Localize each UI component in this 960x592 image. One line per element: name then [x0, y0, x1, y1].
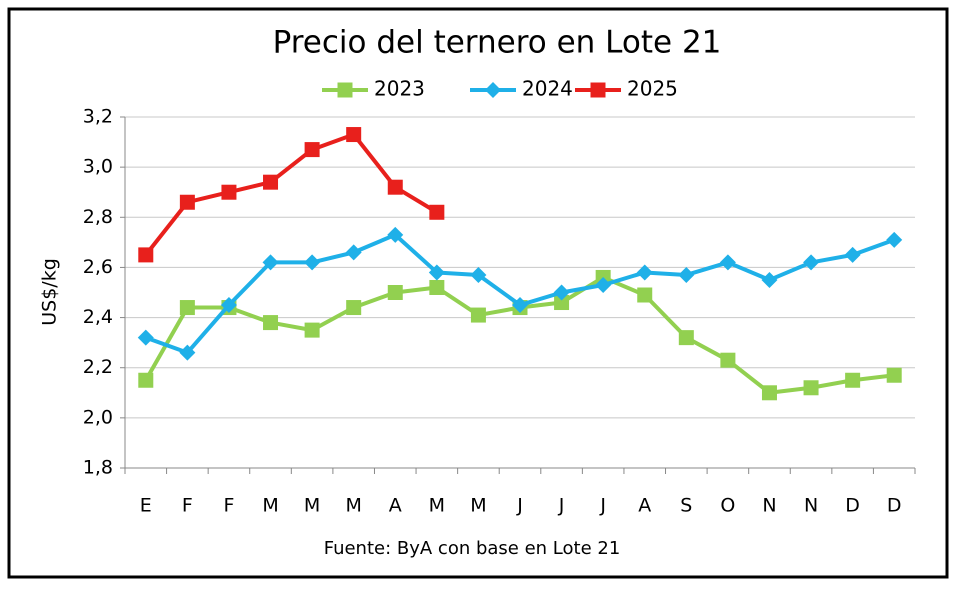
x-tick-label: M: [429, 495, 445, 517]
x-tick-label: N: [762, 495, 776, 517]
marker-diamond: [803, 254, 820, 271]
marker-square: [886, 367, 902, 383]
marker-square: [429, 279, 445, 295]
marker-square: [138, 372, 154, 388]
marker-square: [803, 380, 819, 396]
x-tick-label: A: [638, 495, 651, 517]
y-tick-label: 1,8: [83, 457, 113, 479]
x-tick-label: M: [345, 495, 361, 517]
marker-diamond: [220, 297, 237, 314]
marker-diamond: [387, 226, 404, 243]
x-tick-label: F: [223, 495, 234, 517]
x-tick-label: M: [262, 495, 278, 517]
marker-diamond: [137, 329, 154, 346]
y-tick-label: 3,2: [83, 106, 113, 128]
x-tick-label: J: [516, 495, 523, 517]
marker-diamond: [886, 231, 903, 248]
y-tick-label: 2,4: [83, 306, 113, 328]
legend-label: 2023: [374, 77, 425, 101]
marker-diamond: [345, 244, 362, 261]
marker-square: [554, 295, 570, 311]
marker-square: [590, 82, 606, 98]
y-tick-label: 2,0: [83, 406, 113, 428]
chart-frame: [7, 7, 949, 579]
x-tick-label: M: [470, 495, 486, 517]
marker-diamond: [512, 297, 528, 314]
chart-title: Precio del ternero en Lote 21: [273, 25, 722, 61]
marker-diamond: [262, 254, 279, 271]
x-tick-label: E: [140, 495, 152, 517]
x-tick-label: M: [304, 495, 320, 517]
x-tick-label: D: [845, 495, 860, 517]
x-tick-label: J: [558, 495, 565, 517]
marker-diamond: [485, 82, 501, 98]
marker-square: [263, 315, 279, 331]
marker-diamond: [428, 264, 445, 281]
marker-diamond: [719, 254, 736, 271]
marker-diamond: [470, 266, 487, 283]
source-note: Fuente: ByA con base en Lote 21: [324, 538, 621, 559]
x-tick-label: J: [599, 495, 606, 517]
marker-square: [761, 385, 777, 401]
marker-square: [179, 194, 195, 210]
y-tick-label: 2,2: [83, 356, 113, 378]
marker-diamond: [636, 264, 653, 281]
marker-diamond: [678, 266, 695, 283]
marker-square: [637, 287, 653, 303]
marker-square: [221, 184, 237, 200]
marker-square: [387, 285, 403, 300]
marker-square: [845, 372, 861, 388]
marker-square: [263, 174, 279, 190]
x-tick-label: O: [720, 495, 735, 517]
x-tick-label: N: [804, 495, 818, 517]
marker-square: [470, 307, 486, 323]
legend-label: 2025: [627, 77, 678, 101]
x-tick-label: A: [389, 495, 402, 517]
marker-diamond: [595, 276, 612, 293]
y-tick-label: 2,8: [83, 206, 113, 228]
marker-square: [429, 204, 445, 220]
marker-square: [304, 142, 320, 158]
marker-square: [179, 300, 195, 316]
marker-square: [304, 322, 320, 338]
y-tick-label: 2,6: [83, 256, 113, 278]
marker-square: [337, 82, 353, 98]
y-axis-label: US$/kg: [39, 258, 61, 326]
marker-diamond: [761, 271, 778, 288]
legend-label: 2024: [522, 77, 573, 101]
marker-square: [138, 247, 154, 263]
marker-diamond: [304, 254, 321, 271]
marker-square: [346, 127, 362, 143]
x-tick-label: S: [680, 495, 692, 517]
marker-square: [387, 179, 403, 195]
x-tick-label: F: [182, 495, 193, 517]
marker-square: [720, 352, 736, 368]
y-tick-label: 3,0: [83, 156, 113, 178]
x-tick-label: D: [887, 495, 902, 517]
marker-square: [346, 300, 362, 316]
marker-diamond: [553, 284, 570, 301]
marker-square: [678, 330, 694, 346]
marker-diamond: [179, 344, 196, 361]
marker-diamond: [844, 246, 861, 263]
